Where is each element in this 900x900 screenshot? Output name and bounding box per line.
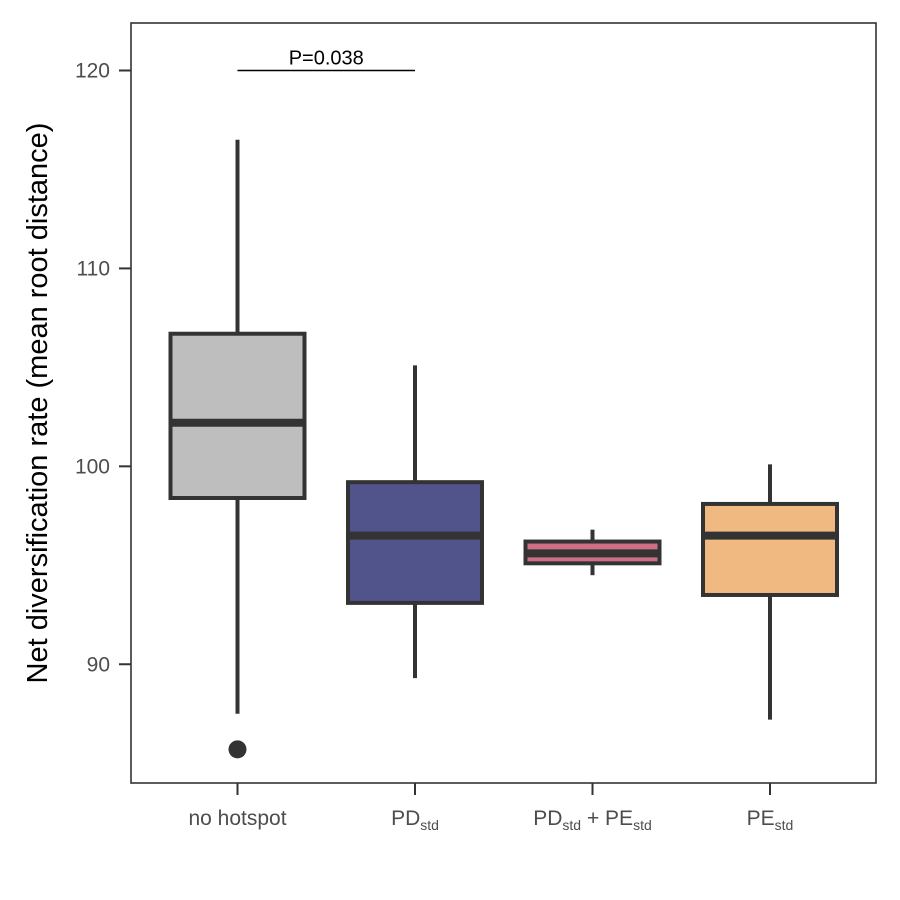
plot-panel-border bbox=[130, 22, 877, 784]
x-tick-label: no hotspot bbox=[188, 807, 286, 830]
x-tick-label: PEstd bbox=[747, 807, 794, 833]
x-tick-label-subscript: std bbox=[775, 817, 794, 833]
y-tick-label: 120 bbox=[75, 60, 110, 83]
x-tick-label-text: PE bbox=[747, 807, 775, 830]
x-tick-label: PDstd + PEstd bbox=[533, 807, 652, 833]
x-tick-label-text: PD bbox=[391, 807, 420, 830]
x-tick-label-subscript: std bbox=[633, 817, 652, 833]
y-tick-label: 90 bbox=[87, 653, 110, 676]
plot-marks: P=0.038 bbox=[168, 48, 839, 759]
x-tick-label: PDstd bbox=[391, 807, 439, 833]
box-group bbox=[701, 464, 839, 720]
box-group bbox=[346, 365, 484, 679]
y-tick-label: 100 bbox=[75, 455, 110, 478]
box bbox=[346, 480, 484, 605]
x-tick-label-subscript: std bbox=[562, 817, 581, 833]
box bbox=[701, 501, 839, 597]
p-value-label: P=0.038 bbox=[289, 48, 364, 70]
box bbox=[168, 331, 307, 500]
box-group bbox=[168, 139, 307, 759]
x-tick-label-text: PD bbox=[533, 807, 562, 830]
y-tick-label: 110 bbox=[77, 257, 110, 280]
y-axis-title: Net diversification rate (mean root dist… bbox=[22, 123, 54, 684]
outlier-point bbox=[228, 740, 247, 759]
x-tick-label-text: no hotspot bbox=[188, 807, 286, 830]
x-tick-label-subscript: std bbox=[420, 817, 439, 833]
box-group bbox=[523, 529, 662, 576]
x-tick-label-text: + PE bbox=[581, 807, 633, 830]
